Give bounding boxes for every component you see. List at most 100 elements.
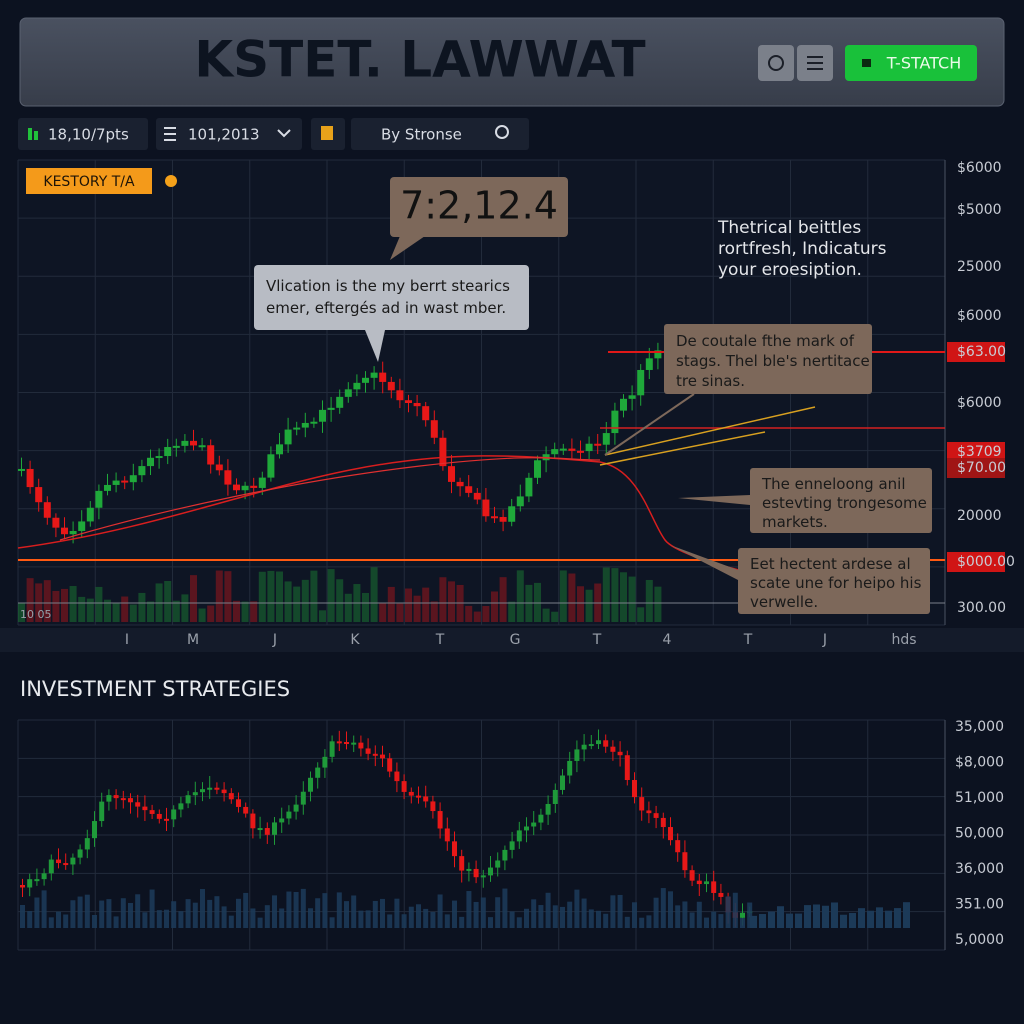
volume-bar — [405, 588, 412, 622]
candle-body — [401, 781, 407, 792]
volume-bar — [86, 598, 94, 622]
y-tick-label: 51,000 — [955, 790, 1004, 806]
candle-body — [568, 448, 576, 451]
volume-bar — [822, 905, 829, 928]
volume-bar — [560, 906, 565, 928]
candle-body — [198, 445, 206, 448]
badge-label: KESTORY T/A — [43, 174, 135, 190]
volume-bar — [310, 570, 318, 622]
candle-body — [473, 868, 479, 878]
volume-bar — [759, 914, 766, 928]
candle-body — [149, 810, 155, 814]
annotation-pointer — [670, 545, 738, 580]
volume-bar — [704, 917, 709, 928]
volume-bar — [344, 901, 349, 928]
action-button-label: T-STATCH — [886, 54, 962, 73]
volume-bar — [725, 896, 731, 928]
candle-body — [351, 742, 357, 745]
volume-bar — [380, 898, 385, 928]
volume-bar — [370, 567, 378, 622]
candle-body — [95, 490, 103, 508]
volume-bar — [276, 571, 283, 622]
volume-bar — [439, 577, 447, 622]
volume-bar — [747, 902, 753, 928]
candle-body — [308, 777, 313, 792]
volume-bar — [473, 611, 481, 622]
sort-dropdown[interactable] — [351, 118, 529, 150]
candle-body — [84, 838, 90, 850]
candle-body — [164, 818, 169, 821]
volume-bar — [61, 588, 68, 622]
volume-bar — [147, 601, 154, 622]
volume-bar — [52, 590, 60, 622]
volume-bar — [488, 917, 493, 928]
candle-body — [387, 381, 395, 391]
volume-bar — [387, 586, 395, 622]
volume-bar — [135, 894, 141, 928]
candle-body — [466, 868, 472, 871]
volume-bar — [379, 603, 387, 622]
volume-bar — [516, 917, 522, 928]
candle-body — [185, 795, 191, 804]
candle-body — [444, 828, 450, 842]
volume-bar — [172, 600, 180, 622]
candle-body — [696, 880, 702, 885]
volume-bar — [416, 904, 421, 928]
volume-bar — [632, 902, 637, 928]
candle-body — [459, 856, 465, 871]
volume-bar — [178, 911, 184, 928]
volume-bar — [149, 889, 155, 928]
interval-dropdown[interactable] — [18, 118, 148, 150]
volume-bar — [654, 586, 662, 622]
volume-bar — [545, 892, 551, 928]
candle-body — [353, 382, 361, 390]
volume-bar — [581, 898, 587, 928]
date-dropdown[interactable] — [156, 118, 302, 150]
volume-bar — [190, 575, 197, 622]
section-title: INVESTMENT STRATEGIES — [20, 677, 290, 701]
note-line: your eroesiption. — [718, 260, 862, 280]
x-tick-label: T — [592, 632, 602, 648]
annotation-pointer — [604, 393, 695, 456]
volume-bar — [577, 586, 584, 622]
candle-body — [319, 409, 326, 422]
search-icon — [495, 125, 509, 139]
volume-bar — [257, 917, 263, 928]
volume-bar — [831, 902, 838, 928]
volume-bar — [559, 570, 567, 622]
candle-body — [574, 749, 580, 761]
volume-bar — [628, 576, 636, 622]
y-labels: $6000 $5000 25000 $6000 $63.00 $6000 $3709$70.… — [947, 160, 1015, 616]
candle-body — [560, 775, 565, 790]
candle-body — [243, 806, 249, 814]
volume-bar — [585, 589, 593, 622]
x-tick-label: K — [350, 632, 360, 648]
candle-body — [502, 849, 508, 861]
power-button[interactable] — [758, 45, 794, 81]
x-tick-label: J — [822, 632, 827, 648]
candle-body — [551, 449, 559, 455]
volume-bar — [603, 913, 609, 928]
volume-bar — [221, 906, 227, 928]
volume-bar — [250, 908, 256, 928]
action-button[interactable] — [845, 45, 977, 81]
candle-body — [250, 813, 256, 829]
list-icon — [807, 56, 823, 70]
candle-body — [628, 395, 636, 399]
x-axis-band — [0, 628, 1024, 652]
price-callout-value: 7:2,12.4 — [400, 184, 558, 228]
candle-body — [559, 448, 567, 451]
candle-body — [310, 421, 318, 424]
volume-bar — [689, 912, 695, 928]
annotation-box — [664, 324, 872, 394]
candle-body — [711, 881, 717, 893]
candle-body — [106, 795, 112, 802]
candle-body — [617, 751, 623, 756]
volume-bar — [499, 577, 507, 622]
candle-body — [104, 484, 111, 491]
y-tick-label: $5000 — [957, 202, 1002, 218]
candle-body — [588, 744, 594, 747]
candle-body — [250, 485, 258, 488]
candle-body — [480, 875, 486, 878]
